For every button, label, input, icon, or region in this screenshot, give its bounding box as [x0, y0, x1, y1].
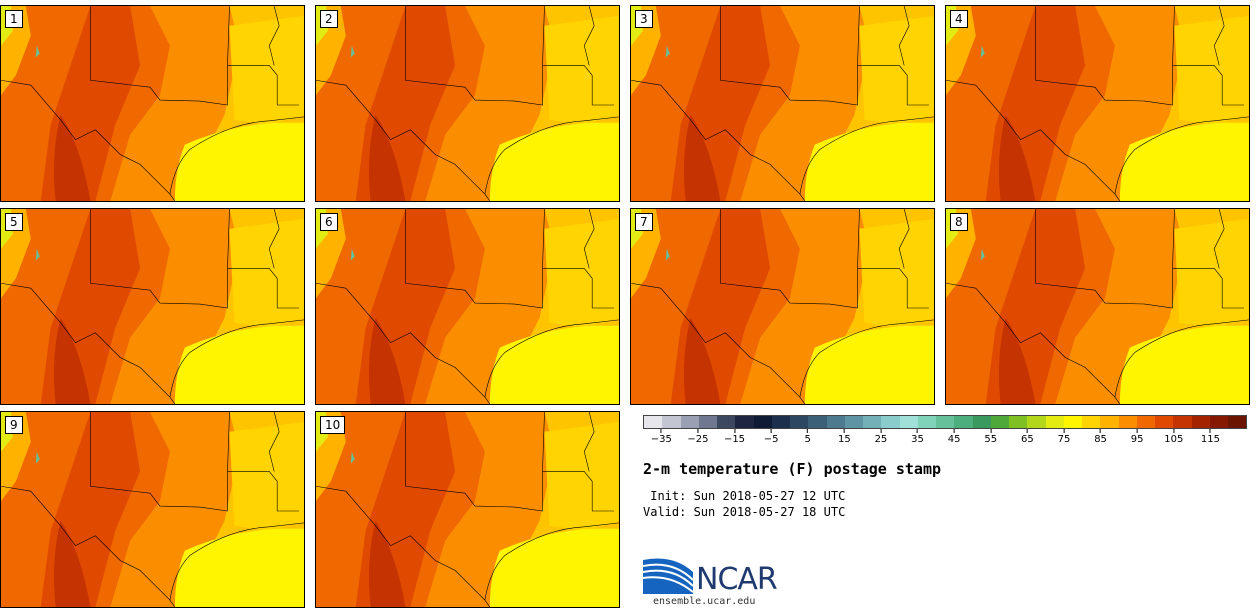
colorbar-swatch	[808, 416, 827, 428]
colorbar-tick-label: −15	[724, 429, 745, 445]
colorbar-swatch	[881, 416, 900, 428]
temperature-map	[946, 6, 1249, 201]
member-panel-8[interactable]: 8	[945, 208, 1250, 405]
site-url: ensemble.ucar.edu	[653, 596, 756, 607]
temperature-map	[1, 412, 304, 607]
colorbar-swatch	[990, 416, 1009, 428]
member-panel-5[interactable]: 5	[0, 208, 305, 405]
colorbar-tick-label: −35	[651, 429, 672, 445]
colorbar-tick-label: 105	[1164, 429, 1183, 445]
colorbar-swatch	[899, 416, 918, 428]
colorbar-swatch	[1118, 416, 1137, 428]
temperature-map	[1, 6, 304, 201]
colorbar-swatch	[1136, 416, 1155, 428]
member-number: 9	[5, 416, 23, 434]
colorbar-swatch	[735, 416, 754, 428]
member-panel-1[interactable]: 1	[0, 5, 305, 202]
colorbar-swatch	[1209, 416, 1228, 428]
colorbar-tick-label: 75	[1058, 429, 1071, 445]
member-panel-6[interactable]: 6	[315, 208, 620, 405]
colorbar-swatch	[972, 416, 991, 428]
colorbar-swatch	[1063, 416, 1082, 428]
temperature-map	[316, 412, 619, 607]
member-number: 10	[320, 416, 346, 434]
temperature-map	[631, 209, 934, 404]
member-number: 6	[320, 213, 338, 231]
member-number: 3	[635, 10, 653, 28]
colorbar-tick-label: 25	[875, 429, 888, 445]
colorbar-swatch	[753, 416, 772, 428]
colorbar-swatch	[936, 416, 955, 428]
colorbar-swatch	[1027, 416, 1046, 428]
temperature-map	[946, 209, 1249, 404]
member-number: 5	[5, 213, 23, 231]
colorbar-swatch	[644, 416, 663, 428]
colorbar-tick-label: −5	[764, 429, 779, 445]
colorbar-tick-label: 35	[911, 429, 924, 445]
colorbar-swatch	[1228, 416, 1247, 428]
member-panel-10[interactable]: 10	[315, 411, 620, 608]
colorbar-swatch	[1173, 416, 1192, 428]
member-number: 4	[950, 10, 968, 28]
logo-text: NCAR	[696, 562, 778, 597]
member-panel-9[interactable]: 9	[0, 411, 305, 608]
colorbar-tick-label: −25	[687, 429, 708, 445]
colorbar-swatch	[1082, 416, 1101, 428]
colorbar-swatch	[917, 416, 936, 428]
ncar-logo-icon	[643, 558, 694, 594]
temperature-map	[631, 6, 934, 201]
colorbar-swatch	[1100, 416, 1119, 428]
colorbar	[643, 415, 1247, 429]
colorbar-tick-label: 45	[948, 429, 961, 445]
temperature-map	[1, 209, 304, 404]
chart-title: 2-m temperature (F) postage stamp	[643, 460, 942, 478]
member-number: 2	[320, 10, 338, 28]
colorbar-swatch	[954, 416, 973, 428]
colorbar-swatch	[771, 416, 790, 428]
colorbar-swatch	[1045, 416, 1064, 428]
member-panel-7[interactable]: 7	[630, 208, 935, 405]
member-panel-3[interactable]: 3	[630, 5, 935, 202]
colorbar-ticks: −35 −25 −15 −5 5 15 25 35 45 55 65 75 85 95 105 115	[643, 429, 1247, 449]
member-panel-4[interactable]: 4	[945, 5, 1250, 202]
colorbar-swatch	[698, 416, 717, 428]
colorbar-swatch	[662, 416, 681, 428]
colorbar-tick-label: 15	[838, 429, 851, 445]
member-number: 1	[5, 10, 23, 28]
colorbar-swatch	[863, 416, 882, 428]
colorbar-swatch	[790, 416, 809, 428]
colorbar-tick-label: 95	[1131, 429, 1144, 445]
member-number: 7	[635, 213, 653, 231]
colorbar-swatch	[680, 416, 699, 428]
init-time: Init: Sun 2018-05-27 12 UTC	[643, 489, 846, 503]
colorbar-tick-label: 65	[1021, 429, 1034, 445]
member-panel-2[interactable]: 2	[315, 5, 620, 202]
colorbar-swatch	[1155, 416, 1174, 428]
colorbar-swatch	[826, 416, 845, 428]
colorbar-swatch	[844, 416, 863, 428]
colorbar-tick-label: 85	[1094, 429, 1107, 445]
colorbar-swatch	[1191, 416, 1210, 428]
colorbar-swatch	[1009, 416, 1028, 428]
valid-time: Valid: Sun 2018-05-27 18 UTC	[643, 505, 846, 519]
temperature-map	[316, 209, 619, 404]
colorbar-tick-label: 55	[984, 429, 997, 445]
colorbar-tick-label: 115	[1201, 429, 1220, 445]
temperature-map	[316, 6, 619, 201]
member-number: 8	[950, 213, 968, 231]
colorbar-swatch	[717, 416, 736, 428]
colorbar-tick-label: 5	[805, 429, 811, 445]
